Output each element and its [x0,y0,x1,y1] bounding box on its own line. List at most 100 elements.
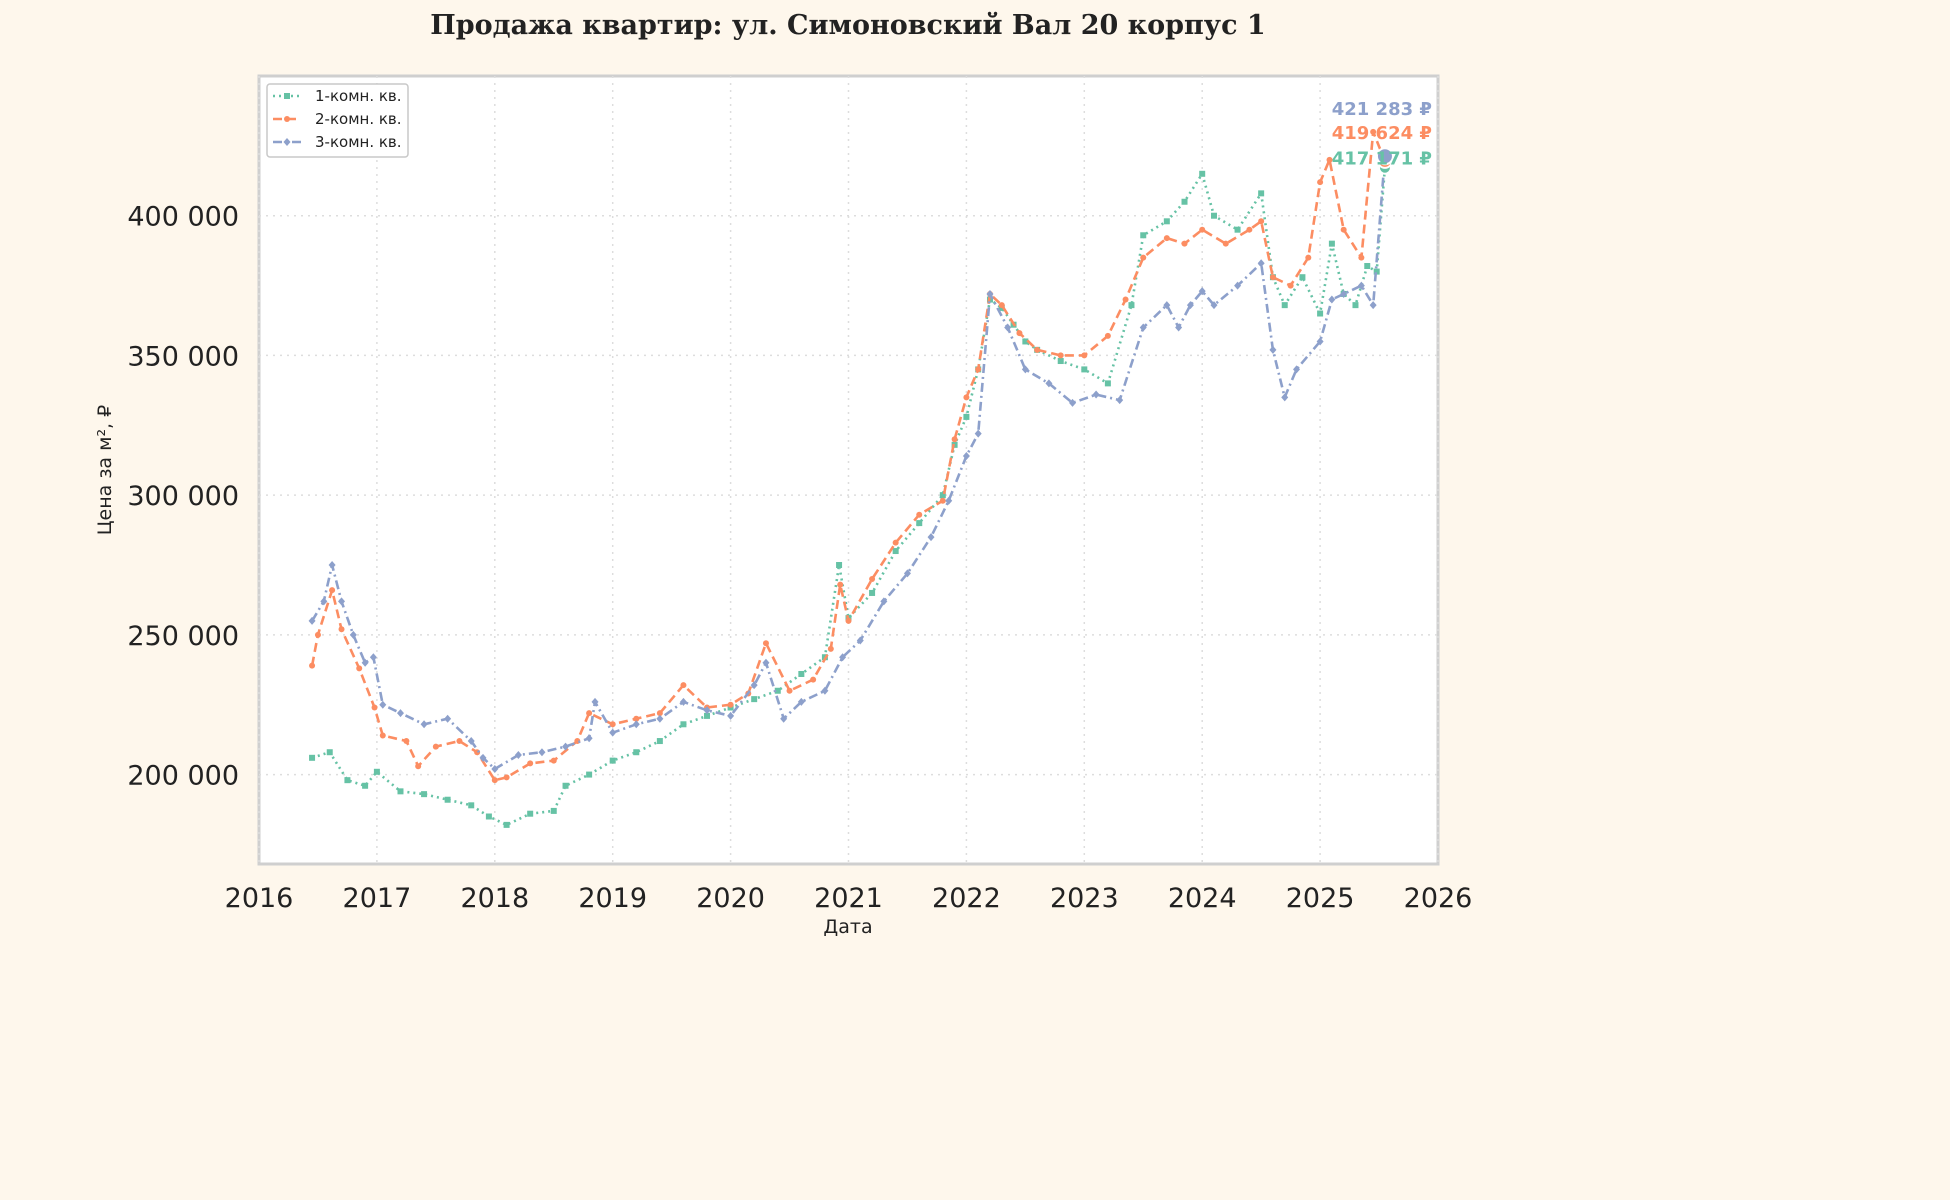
data-point [1287,282,1294,289]
data-point [491,764,499,773]
data-point [869,589,876,596]
data-point [503,821,510,828]
data-point [986,289,994,298]
data-point [632,720,640,729]
data-point [1163,218,1170,225]
data-point [974,429,982,438]
data-point [314,631,321,638]
data-point [1004,323,1012,332]
data-point [845,617,852,624]
data-point [975,366,982,373]
data-point [1281,393,1289,402]
data-point [1181,198,1188,205]
end-labels: 421 283 ₽ 419 624 ₽ 417 171 ₽ [1332,99,1432,175]
data-point [680,721,687,728]
end-point-marker [1375,147,1394,166]
end-value-label: 419 624 ₽ [1332,123,1432,144]
data-point [656,710,663,717]
x-tick-label: 2025 [1286,883,1355,914]
series-layer [308,128,1389,828]
data-point [656,738,663,745]
data-point [1364,263,1371,270]
data-point [750,681,758,690]
legend-label: 2-комн. кв. [315,110,402,128]
data-point [1234,281,1242,290]
data-point [927,533,935,542]
end-value-label: 417 171 ₽ [1332,149,1432,170]
data-point [998,302,1005,309]
data-point [320,597,328,606]
data-point [963,394,970,401]
data-point [1022,338,1029,345]
data-point [1358,254,1365,261]
data-point [856,636,864,645]
data-point [1128,302,1135,309]
y-tick-label: 250 000 [127,621,239,652]
data-point [562,742,570,751]
x-tick-label: 2016 [225,883,294,914]
data-point [703,706,711,715]
series-3 [308,152,1389,773]
x-tick-label: 2022 [932,883,1001,914]
data-point [1246,226,1253,233]
data-point [786,687,793,694]
data-point [774,687,781,694]
data-point [1016,330,1023,337]
y-tick-label: 200 000 [127,761,239,792]
data-point [362,782,369,789]
data-point [396,709,404,718]
data-point [467,737,475,746]
data-point [1326,156,1333,163]
data-point [656,714,664,723]
data-point [586,710,593,717]
data-point [326,749,333,756]
data-point [963,413,970,420]
data-point [1140,254,1147,261]
data-point [456,738,463,745]
data-point [344,777,351,784]
data-point [939,497,946,504]
data-point [527,810,534,817]
data-point [468,802,475,809]
y-axis-label: Цена за м², ₽ [94,405,116,535]
x-tick-label: 2018 [460,883,529,914]
data-point [797,697,805,706]
data-point [1373,268,1380,275]
data-point [962,452,970,461]
data-point [751,696,758,703]
data-point [1316,337,1324,346]
data-point [474,749,481,756]
legend: 1-комн. кв. 2-комн. кв. 3-комн. кв. [266,83,409,158]
data-point [939,492,946,499]
data-point [903,569,911,578]
data-point [916,520,923,527]
data-point [1328,295,1336,304]
data-point [1116,396,1124,405]
data-point [633,749,640,756]
data-point [1281,302,1288,309]
data-point [349,630,357,639]
data-point [1199,170,1206,177]
data-point [379,700,387,709]
data-point [527,760,534,767]
data-point [837,581,844,588]
data-point [1299,274,1306,281]
x-tick-label: 2019 [578,883,647,914]
data-point [1317,179,1324,186]
data-point [727,711,735,720]
data-point [1057,352,1064,359]
legend-item: 2-комн. кв. [273,110,402,128]
data-point [328,561,336,570]
data-point [1104,332,1111,339]
x-tick-label: 2017 [343,883,412,914]
end-value-label: 421 283 ₽ [1332,99,1432,120]
data-point [1186,301,1194,310]
data-point [1305,254,1312,261]
data-point [1369,301,1377,310]
data-point [1293,365,1301,374]
y-tick-label: 350 000 [127,341,239,372]
data-point [1257,259,1265,268]
data-point [432,743,439,750]
y-tick-label: 300 000 [127,481,239,512]
x-axis-ticks: 2016 2017 2018 2019 2020 2021 2022 2023 2024 2025… [225,883,1473,914]
